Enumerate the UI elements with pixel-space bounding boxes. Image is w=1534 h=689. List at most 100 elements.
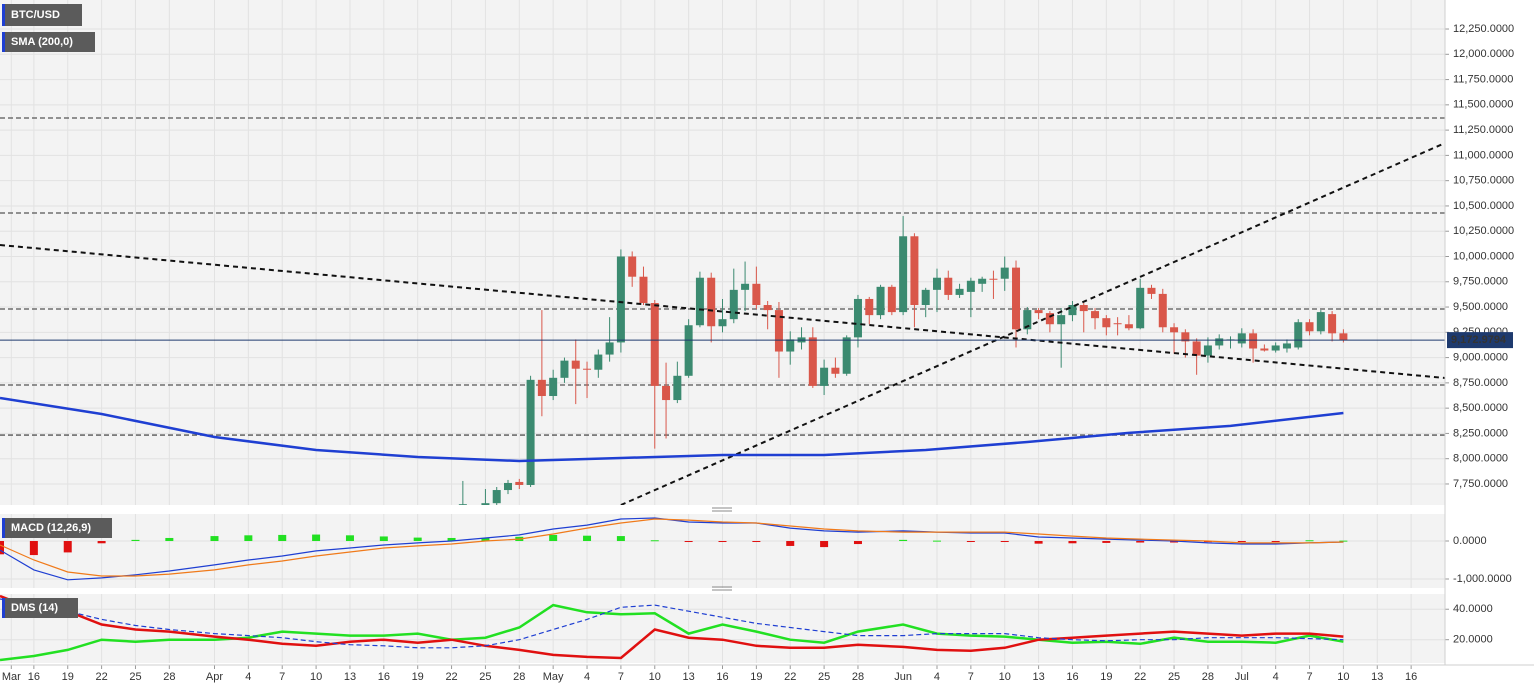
x-tick-label: Jun [894, 671, 912, 683]
x-tick-label: May [543, 671, 564, 683]
candle-body [458, 504, 467, 505]
candle-body [1124, 324, 1133, 329]
candle-body [820, 367, 829, 386]
pane-handle[interactable] [712, 507, 732, 512]
candle-body [1181, 332, 1190, 342]
x-tick-label: 13 [344, 671, 356, 683]
sma-line [0, 396, 1344, 463]
histogram-bar [63, 541, 72, 553]
y-tick-label: 8,000.0000 [1453, 453, 1508, 465]
candle-body [1237, 333, 1246, 344]
y-tick-label: 10,000.0000 [1453, 250, 1514, 262]
candle-body [537, 379, 546, 397]
candle-body [978, 278, 987, 284]
candle-body [504, 482, 513, 491]
candle-body [1316, 312, 1325, 332]
candle-body [1271, 345, 1280, 351]
x-tick-label: 22 [445, 671, 457, 683]
candle-body [549, 377, 558, 397]
candle-body [786, 339, 795, 352]
candle-body [887, 286, 896, 313]
x-tick-label: 16 [1405, 671, 1417, 683]
candle-body [1012, 267, 1021, 330]
histogram-bar [616, 536, 625, 542]
candle-body [1215, 338, 1224, 346]
histogram-bar [1271, 541, 1280, 543]
y-tick-label: 11,500.0000 [1453, 99, 1513, 111]
legend-stripe [2, 4, 5, 26]
y-tick-label: 8,500.0000 [1453, 402, 1508, 414]
candle-body [695, 277, 704, 326]
x-tick-label: 7 [1306, 671, 1312, 683]
histogram-bar [1034, 541, 1043, 544]
y-tick-label: 8,750.0000 [1453, 377, 1508, 389]
last-price-box [1447, 332, 1513, 349]
candle-body [1192, 341, 1201, 356]
legend-box [2, 4, 82, 26]
histogram-bar [413, 537, 422, 542]
candle-body [571, 360, 580, 369]
x-tick-label: 10 [649, 671, 661, 683]
y-tick-label: 12,250.0000 [1453, 23, 1514, 35]
legend-box [2, 518, 112, 538]
histogram-bar [312, 534, 321, 542]
legend-stripe [2, 32, 5, 52]
x-tick-label: 19 [1100, 671, 1112, 683]
x-tick-label: 4 [934, 671, 940, 683]
x-tick-label: 25 [1168, 671, 1180, 683]
candle-body [1203, 345, 1212, 356]
y-tick-label: 10,250.0000 [1453, 225, 1514, 237]
candle-body [966, 280, 975, 292]
candle-body [650, 303, 659, 386]
sma-legend[interactable]: SMA (200,0) [11, 36, 73, 48]
candle-body [729, 289, 738, 320]
candle-body [707, 277, 716, 327]
histogram-bar [718, 541, 727, 543]
candle-body [989, 278, 998, 280]
panel-layer [0, 514, 1445, 588]
macd-legend[interactable]: MACD (12,26,9) [11, 522, 91, 534]
legend-stripe [2, 598, 5, 618]
x-tick-label: 22 [95, 671, 107, 683]
candle-body [718, 319, 727, 327]
candle-body [492, 490, 501, 504]
x-tick-label: 22 [784, 671, 796, 683]
candle-body [1282, 343, 1291, 349]
trend-line [620, 142, 1445, 505]
x-tick-label: 22 [1134, 671, 1146, 683]
y-tick-label: 40.0000 [1453, 603, 1493, 615]
candle-body [910, 236, 919, 306]
pane-handle[interactable] [712, 586, 732, 591]
histogram-bar [379, 536, 388, 542]
panel-layer [0, 0, 1445, 505]
histogram-bar [1339, 540, 1348, 542]
x-tick-label: 28 [163, 671, 175, 683]
histogram-bar [29, 541, 38, 556]
x-tick-label: 16 [28, 671, 40, 683]
x-tick-label: 19 [62, 671, 74, 683]
candle-body [842, 337, 851, 374]
histogram-bar [1136, 541, 1145, 543]
histogram-bar [853, 541, 862, 545]
candle-body [1057, 315, 1066, 325]
candle-body [1113, 323, 1122, 325]
legend-stripe [2, 518, 5, 538]
candle-body [808, 337, 817, 386]
x-tick-label: Mar [2, 671, 21, 683]
x-tick-label: 4 [1273, 671, 1279, 683]
legend-box [2, 32, 95, 52]
indicator-line [0, 594, 1344, 660]
y-tick-label: 7,750.0000 [1453, 478, 1508, 490]
dms-legend[interactable]: DMS (14) [11, 602, 58, 614]
symbol-title[interactable]: BTC/USD [11, 9, 60, 21]
x-tick-label: 25 [818, 671, 830, 683]
candle-body [583, 368, 592, 370]
y-tick-label: 9,500.0000 [1453, 301, 1508, 313]
candle-body [853, 298, 862, 338]
legend-box [2, 598, 78, 618]
candle-body [921, 289, 930, 306]
candle-body [1170, 327, 1179, 333]
histogram-bar [549, 534, 558, 542]
candle-body [1000, 267, 1009, 279]
histogram-bar [752, 541, 761, 543]
